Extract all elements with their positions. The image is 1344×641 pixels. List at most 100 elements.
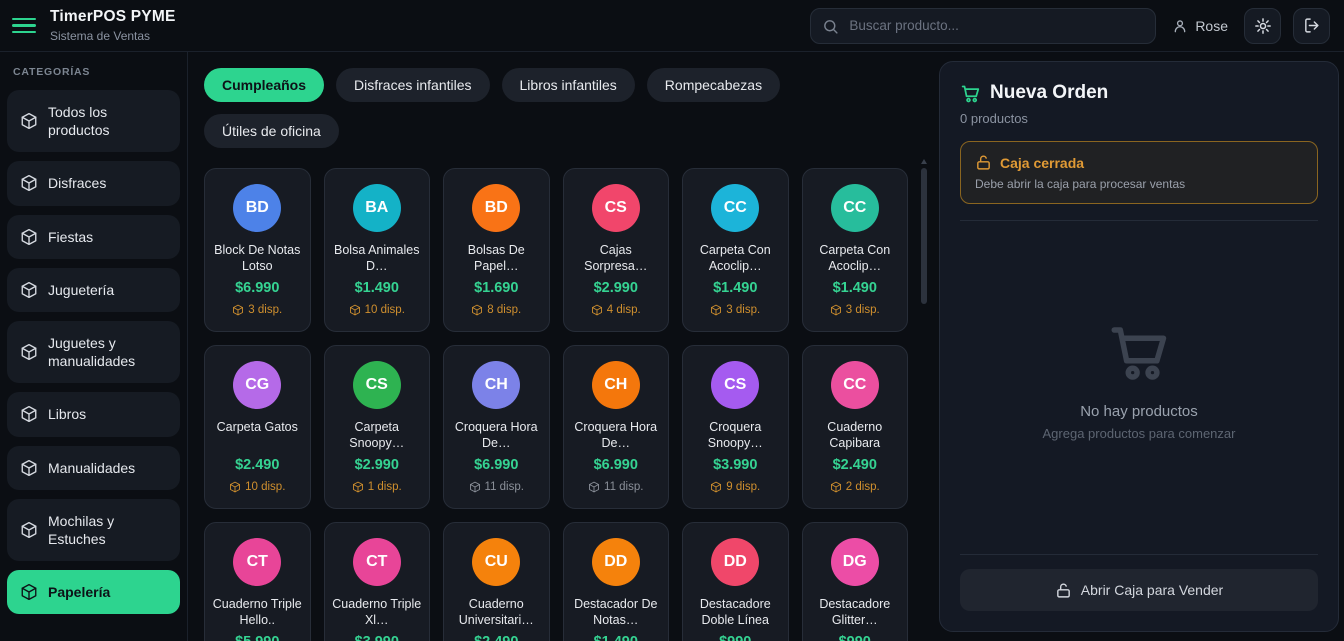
unlock-icon <box>975 154 992 171</box>
product-avatar: CG <box>233 361 282 409</box>
user-menu[interactable]: Rose <box>1168 18 1232 34</box>
product-card[interactable]: CH Croquera Hora De… $6.990 11 disp. <box>443 345 550 509</box>
product-name: Bolsas De Papel… <box>467 243 525 273</box>
product-name: Cajas Sorpresa… <box>584 243 648 273</box>
product-card[interactable]: BD Bolsas De Papel… $1.690 8 disp. <box>443 168 550 332</box>
product-grid: BD Block De Notas Lotso $6.990 3 disp. B… <box>204 168 908 641</box>
sidebar-item-label: Manualidades <box>48 459 136 476</box>
product-card[interactable]: BD Block De Notas Lotso $6.990 3 disp. <box>204 168 311 332</box>
product-name: Bolsa Animales D… <box>334 243 420 273</box>
package-icon <box>588 481 600 493</box>
product-card[interactable]: CH Croquera Hora De… $6.990 11 disp. <box>562 345 669 509</box>
product-card[interactable]: CU Cuaderno Universitari… $2.490 <box>443 522 550 641</box>
products-scrollbar[interactable] <box>921 159 927 304</box>
package-icon <box>710 304 722 316</box>
search-box <box>810 7 1157 44</box>
product-price: $3.990 <box>331 634 424 641</box>
package-icon <box>232 304 244 316</box>
settings-button[interactable] <box>1244 7 1281 44</box>
product-card[interactable]: CT Cuaderno Triple Hello.. $5.990 <box>204 522 311 641</box>
sidebar-item-label: Todos los productos <box>48 104 110 139</box>
product-card[interactable]: DD Destacadore Doble Línea $990 <box>682 522 789 641</box>
product-avatar: DD <box>711 538 760 586</box>
product-card[interactable]: DG Destacadore Glitter… $990 <box>801 522 908 641</box>
filter-chip-utiles-de-oficina[interactable]: Útiles de oficina <box>204 114 339 148</box>
product-name: Carpeta Con Acoclip… <box>699 243 771 273</box>
package-icon <box>469 481 481 493</box>
sidebar-item-todos-los-productos[interactable]: Todos los productos <box>7 90 180 153</box>
sidebar-item-jugueteria[interactable]: Juguetería <box>7 267 180 312</box>
product-card[interactable]: CT Cuaderno Triple Xl… $3.990 <box>323 522 430 641</box>
product-name: Cuaderno Universitari… <box>458 597 534 627</box>
product-name: Croquera Snoopy… <box>707 420 763 450</box>
product-price: $2.490 <box>450 634 543 641</box>
product-price: $1.490 <box>570 634 663 641</box>
product-price: $2.490 <box>235 457 280 473</box>
product-card[interactable]: CC Carpeta Con Acoclip… $1.490 3 disp. <box>801 168 908 332</box>
sidebar-item-libros[interactable]: Libros <box>7 392 180 437</box>
sidebar-item-fiestas[interactable]: Fiestas <box>7 214 180 259</box>
filter-chip-libros-infantiles[interactable]: Libros infantiles <box>501 68 635 102</box>
product-price: $1.490 <box>832 280 877 296</box>
sidebar-item-disfraces[interactable]: Disfraces <box>7 161 180 206</box>
empty-subtitle: Agrega productos para comenzar <box>1042 425 1236 441</box>
search-input[interactable] <box>810 7 1157 44</box>
product-avatar: BA <box>352 184 401 232</box>
product-avatar: BD <box>472 184 521 232</box>
filter-chip-rompecabezas[interactable]: Rompecabezas <box>646 68 781 102</box>
sidebar-item-papeleria[interactable]: Papelería <box>7 570 180 615</box>
product-card[interactable]: CC Cuaderno Capibara $2.490 2 disp. <box>801 345 908 509</box>
product-card[interactable]: BA Bolsa Animales D… $1.490 10 disp. <box>323 168 430 332</box>
product-price: $2.990 <box>593 280 638 296</box>
product-card[interactable]: CG Carpeta Gatos $2.490 10 disp. <box>204 345 311 509</box>
product-avatar: CC <box>711 184 760 232</box>
sidebar-item-label: Fiestas <box>48 228 94 245</box>
categories-heading: CATEGORÍAS <box>13 66 91 78</box>
sidebar-item-mochilas-y-estuches[interactable]: Mochilas y Estuches <box>7 498 180 562</box>
product-card[interactable]: CS Croquera Snoopy… $3.990 9 disp. <box>682 345 789 509</box>
product-avatar: BD <box>233 184 282 232</box>
user-name: Rose <box>1195 17 1228 34</box>
menu-icon[interactable] <box>12 14 36 38</box>
subcategory-filters: Cumpleaños Disfraces infantiles Libros i… <box>204 68 804 148</box>
product-stock: 3 disp. <box>689 304 782 316</box>
product-avatar: CT <box>233 538 282 586</box>
package-icon <box>830 481 842 493</box>
product-card[interactable]: CS Carpeta Snoopy… $2.990 1 disp. <box>323 345 430 509</box>
product-card[interactable]: DD Destacador De Notas… $1.490 <box>562 522 669 641</box>
category-sidebar: CATEGORÍAS Todos los productos Disfraces… <box>0 52 188 641</box>
product-name: Cuaderno Triple Xl… <box>332 597 422 627</box>
package-icon <box>591 304 603 316</box>
sidebar-item-manualidades[interactable]: Manualidades <box>7 445 180 490</box>
package-icon <box>20 228 38 246</box>
product-name: Carpeta Con Acoclip… <box>819 243 891 273</box>
product-price: $2.990 <box>354 457 399 473</box>
unlock-icon <box>1055 582 1072 599</box>
product-price: $1.490 <box>713 280 758 296</box>
product-stock: 9 disp. <box>689 481 782 493</box>
product-card[interactable]: CS Cajas Sorpresa… $2.990 4 disp. <box>562 168 669 332</box>
warning-header: Caja cerrada <box>975 154 1303 171</box>
warning-title: Caja cerrada <box>1000 154 1085 171</box>
package-icon <box>20 281 38 299</box>
sidebar-item-label: Juguetería <box>48 281 115 298</box>
package-icon <box>20 405 38 423</box>
package-icon <box>20 112 38 130</box>
product-price: $5.990 <box>211 634 304 641</box>
product-name: Carpeta Snoopy… <box>349 420 405 450</box>
register-closed-warning: Caja cerrada Debe abrir la caja para pro… <box>960 141 1318 204</box>
sidebar-item-juguetes-y-manualidades[interactable]: Juguetes y manualidades <box>7 320 180 384</box>
product-name: Carpeta Gatos <box>216 420 298 434</box>
open-register-button[interactable]: Abrir Caja para Vender <box>960 569 1318 611</box>
product-stock: 10 disp. <box>211 481 304 493</box>
product-card[interactable]: CC Carpeta Con Acoclip… $1.490 3 disp. <box>682 168 789 332</box>
product-stock: 3 disp. <box>809 304 902 316</box>
product-stock: 1 disp. <box>331 481 424 493</box>
filter-chip-disfraces-infantiles[interactable]: Disfraces infantiles <box>336 68 490 102</box>
product-price: $6.990 <box>593 457 638 473</box>
logout-button[interactable] <box>1293 7 1330 44</box>
product-name: Croquera Hora De… <box>454 420 538 450</box>
filter-chip-cumpleanos[interactable]: Cumpleaños <box>204 68 325 102</box>
product-name: Cuaderno Triple Hello.. <box>212 597 302 627</box>
divider <box>960 554 1318 555</box>
